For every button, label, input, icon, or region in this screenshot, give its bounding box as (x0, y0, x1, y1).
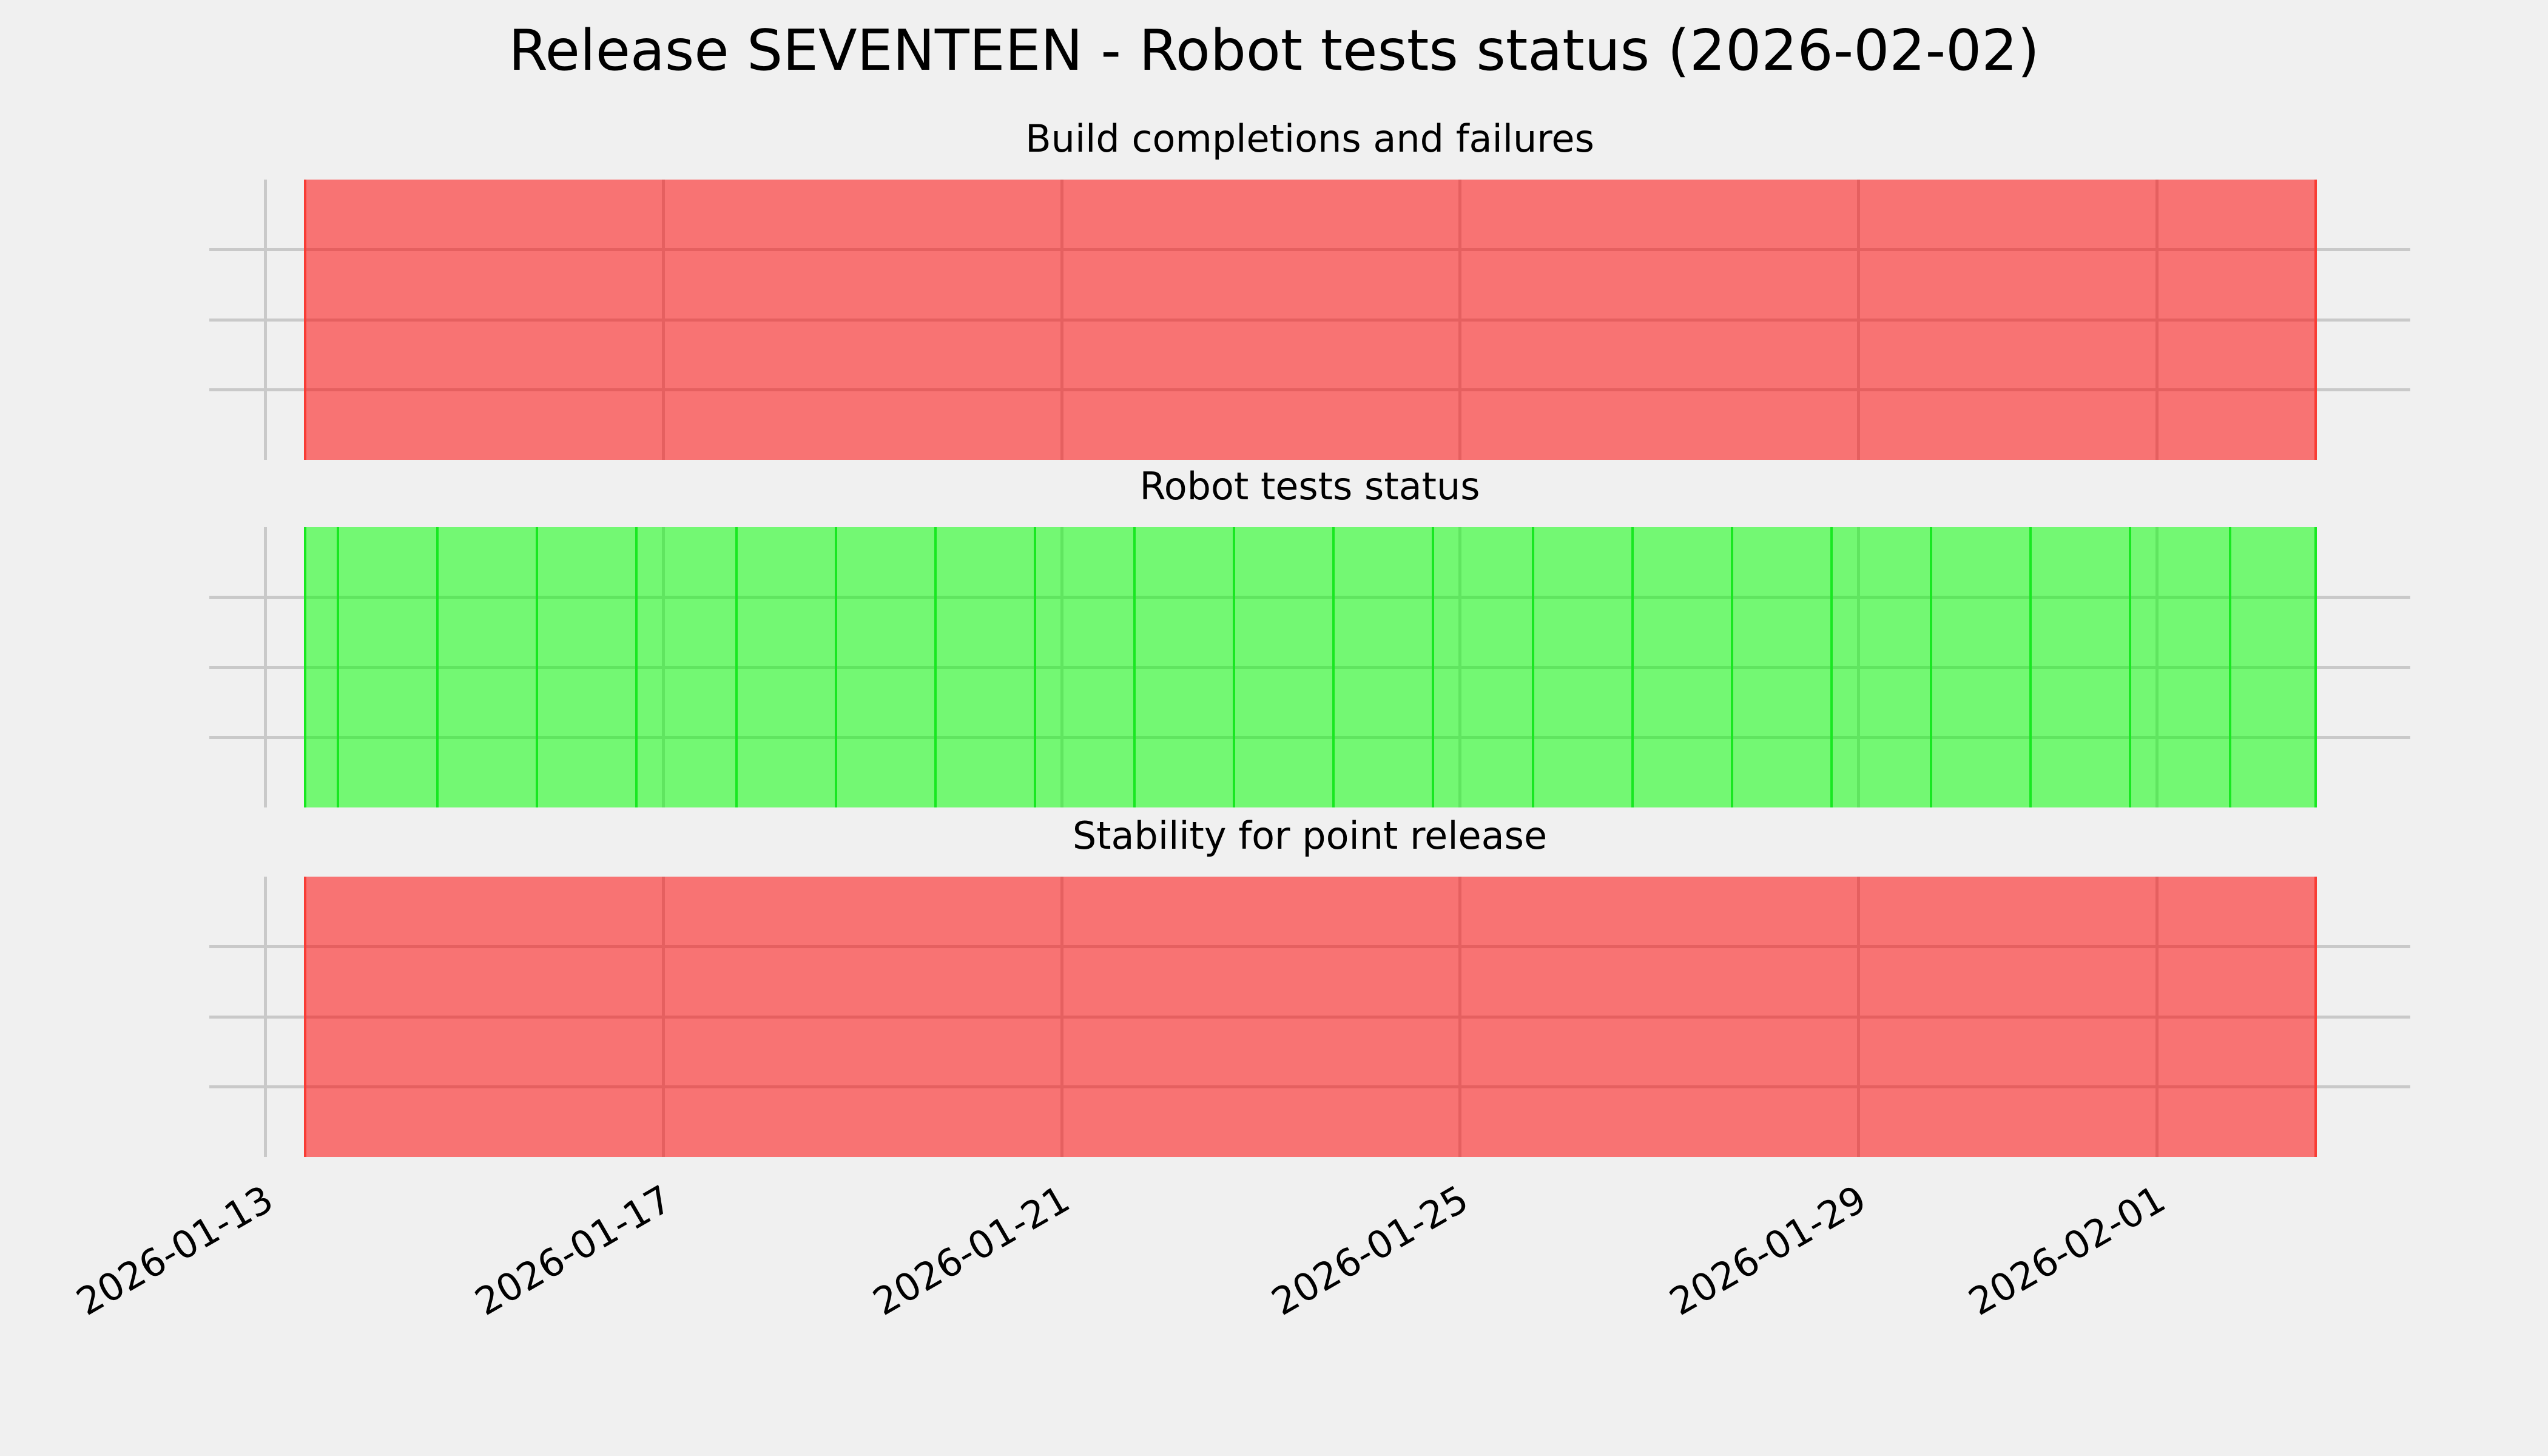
bar-right-edge (2314, 527, 2317, 807)
figure-title: Release SEVENTEEN - Robot tests status (… (508, 18, 2040, 83)
bar-left-edge (304, 877, 306, 1157)
day-separator-line (735, 527, 738, 807)
v-gridline (264, 180, 267, 460)
day-separator-line (1532, 527, 1534, 807)
bar-right-edge (2314, 180, 2317, 460)
day-separator-line (934, 527, 937, 807)
panel-title-robot-tests: Robot tests status (1139, 464, 1480, 508)
day-separator-line (1332, 527, 1335, 807)
day-separator-line (1133, 527, 1136, 807)
day-separator-line (1631, 527, 1634, 807)
day-separator-line (2129, 527, 2131, 807)
bar-left-edge (304, 180, 306, 460)
x-tick-label: 2026-01-13 (69, 1176, 280, 1324)
day-separator-line (1233, 527, 1235, 807)
day-separator-line (2229, 527, 2231, 807)
axes-robot-tests (209, 527, 2410, 807)
day-separator-line (1930, 527, 1932, 807)
day-separator-line (1432, 527, 1434, 807)
day-separator-line (2029, 527, 2032, 807)
x-tick-label: 2026-01-25 (1264, 1176, 1475, 1324)
day-separator-line (835, 527, 837, 807)
day-separator-line (536, 527, 538, 807)
day-separator-line (337, 527, 339, 807)
status-bar-red (304, 180, 2317, 460)
bar-right-edge (2314, 877, 2317, 1157)
panel-title-stability: Stability for point release (1072, 814, 1548, 858)
day-separator-line (635, 527, 638, 807)
axes-build-completions (209, 180, 2410, 460)
v-gridline (264, 527, 267, 807)
axes-stability (209, 877, 2410, 1157)
x-tick-label: 2026-02-01 (1961, 1176, 2172, 1324)
panel-title-build-completions: Build completions and failures (1025, 116, 1594, 161)
day-separator-line (1731, 527, 1733, 807)
day-separator-line (436, 527, 439, 807)
x-tick-label: 2026-01-17 (467, 1176, 679, 1324)
day-separator-line (1830, 527, 1833, 807)
status-bar-green (304, 527, 2317, 807)
x-tick-label: 2026-01-21 (865, 1176, 1077, 1324)
v-gridline (264, 877, 267, 1157)
status-bar-red (304, 877, 2317, 1157)
bar-left-edge (304, 527, 306, 807)
day-separator-line (1034, 527, 1036, 807)
x-tick-label: 2026-01-29 (1662, 1176, 1873, 1324)
